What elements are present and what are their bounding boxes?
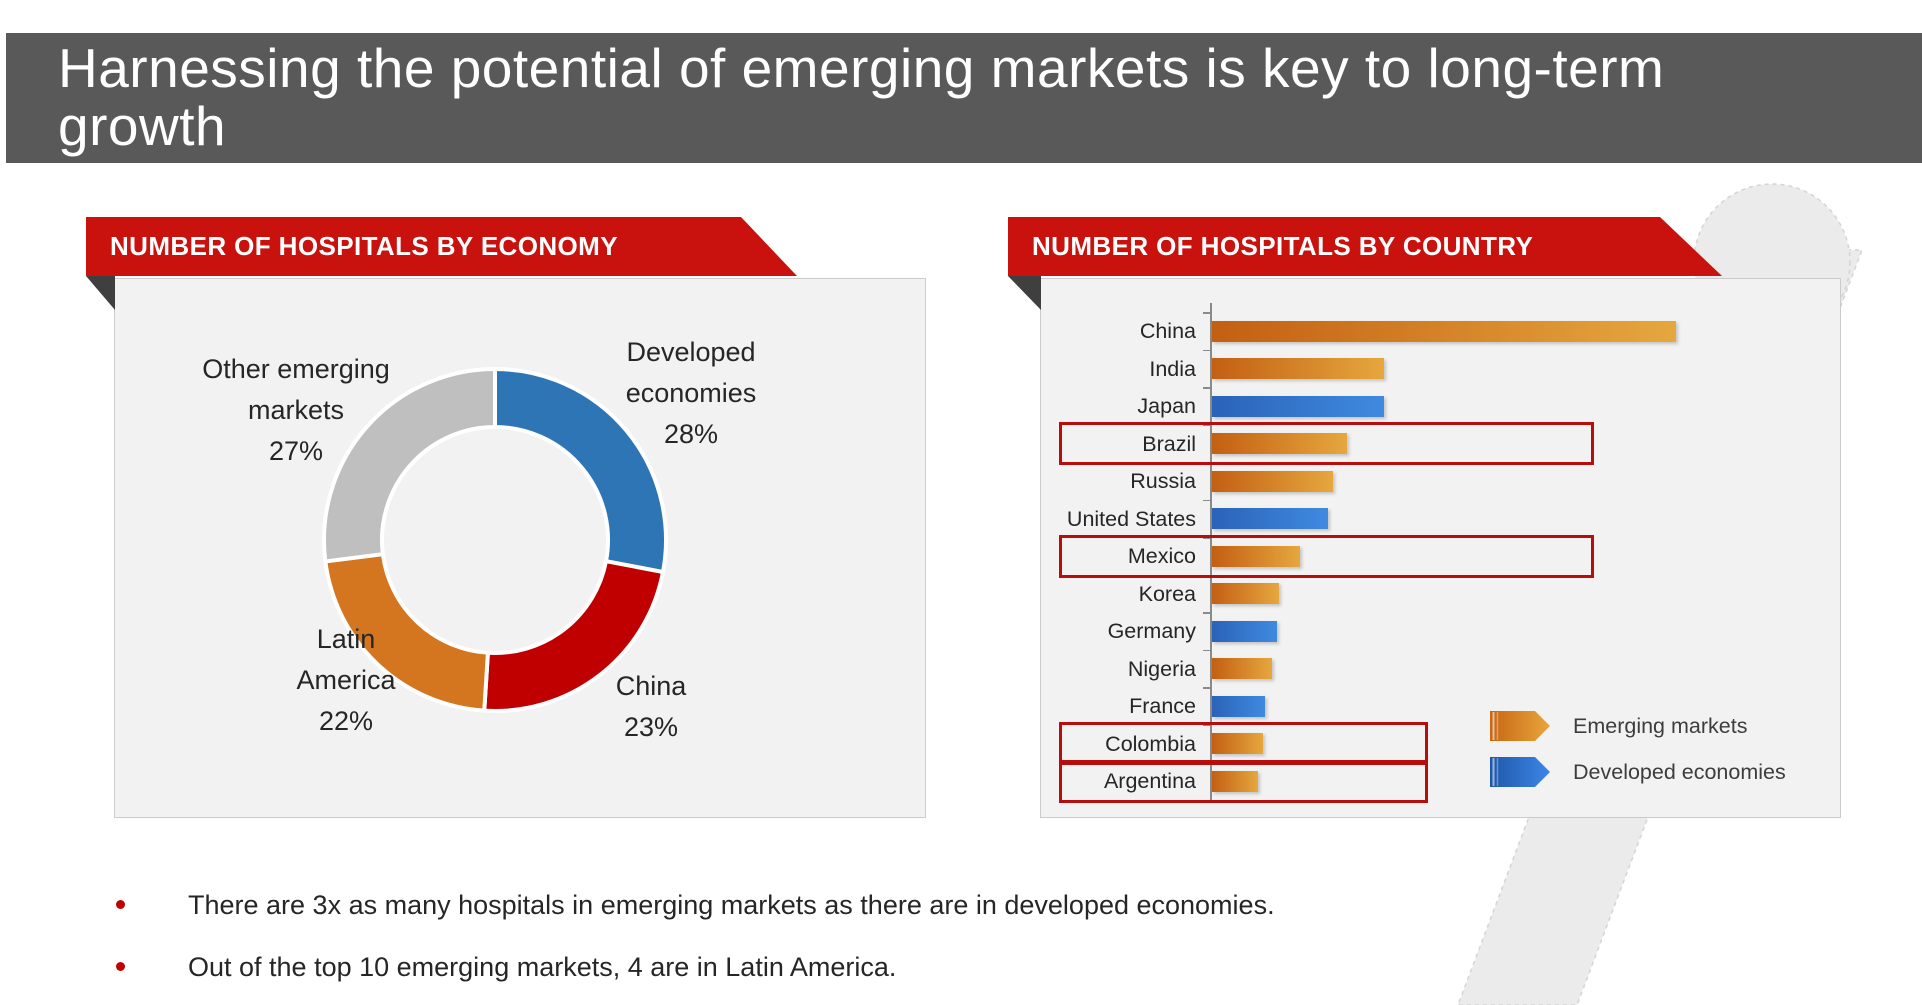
- slide-title-line2: growth: [58, 95, 227, 157]
- axis-tick: [1203, 649, 1210, 652]
- legend-label: Developed economies: [1573, 760, 1786, 784]
- slide-header: Harnessing the potential of emerging mar…: [6, 33, 1922, 163]
- legend-arrow-icon: [1490, 757, 1551, 792]
- axis-tick: [1203, 387, 1210, 389]
- bar-chart: China India Japan Brazil Russia United States…: [1041, 279, 1840, 817]
- country-label: Argentina: [1103, 769, 1196, 793]
- highlight-box-argentina: [1059, 759, 1428, 803]
- country-label: Korea: [1138, 581, 1196, 606]
- slide-title-line1: Harnessing the potential of emerging mar…: [58, 37, 1665, 99]
- donut-label-line: China: [615, 671, 687, 701]
- bar-emerging: [1212, 733, 1263, 754]
- bar-emerging: [1212, 358, 1384, 379]
- country-label: Russia: [1130, 469, 1196, 493]
- country-label: India: [1149, 356, 1196, 381]
- bullet-dot-1: [116, 900, 125, 909]
- donut-label-other-emerging-markets: Other emerging markets 27%: [146, 349, 446, 472]
- bullet-dot-2: [116, 962, 125, 971]
- donut-label-line: economies: [625, 378, 757, 408]
- country-label: Japan: [1137, 394, 1196, 418]
- donut-chart: [322, 367, 668, 713]
- donut-label-line: Other emerging: [202, 354, 390, 384]
- bar-developed: [1212, 508, 1328, 529]
- bar-emerging: [1212, 470, 1333, 492]
- axis-tick: [1203, 424, 1210, 427]
- donut-label-line: 27%: [268, 436, 324, 466]
- bullet-text-1: There are 3x as many hospitals in emergi…: [188, 890, 1275, 920]
- country-label: Mexico: [1127, 544, 1196, 568]
- donut-label-developed-economies: Developed economies 28%: [541, 332, 841, 455]
- bar-emerging: [1212, 320, 1676, 342]
- country-label: Nigeria: [1127, 656, 1196, 681]
- bar-developed: [1212, 395, 1384, 417]
- bar-emerging: [1212, 583, 1279, 604]
- donut-chart-panel: Developed economies 28% China 23% Latin Amer…: [114, 278, 926, 818]
- highlight-box-mexico: [1059, 534, 1594, 578]
- bar-chart-panel: China India Japan Brazil Russia United States…: [1040, 278, 1841, 818]
- left-chart-banner: NUMBER OF HOSPITALS BY ECONOMY: [86, 217, 797, 276]
- bar-emerging: [1212, 658, 1272, 679]
- donut-slice: [493, 367, 668, 575]
- country-label: France: [1129, 694, 1196, 718]
- axis-tick: [1203, 687, 1210, 689]
- axis-tick: [1203, 349, 1210, 352]
- highlight-box-brazil: [1059, 422, 1594, 465]
- donut-label-line: 23%: [623, 712, 679, 742]
- donut-label-line: Developed: [626, 337, 756, 367]
- bar-emerging: [1212, 433, 1347, 454]
- country-label: China: [1139, 319, 1196, 343]
- bar-emerging: [1212, 545, 1300, 567]
- donut-label-latin-america: Latin America 22%: [196, 619, 496, 742]
- bar-axis: [1210, 303, 1212, 800]
- axis-tick: [1203, 724, 1210, 727]
- country-label: Germany: [1107, 619, 1196, 643]
- axis-tick: [1203, 537, 1210, 539]
- donut-label-line: Latin: [316, 624, 376, 654]
- bullet-text-2: Out of the top 10 emerging markets, 4 ar…: [188, 952, 897, 982]
- donut-label-line: 28%: [663, 419, 719, 449]
- donut-label-line: markets: [247, 395, 345, 425]
- bar-developed: [1212, 695, 1265, 717]
- donut-label-china: China 23%: [501, 666, 801, 748]
- axis-tick: [1203, 499, 1210, 502]
- country-label: United States: [1066, 506, 1196, 531]
- country-label: Colombia: [1105, 731, 1196, 756]
- country-label: Brazil: [1142, 431, 1196, 456]
- bar-emerging: [1212, 770, 1258, 792]
- donut-slice: [322, 367, 497, 564]
- legend-label: Emerging markets: [1573, 714, 1748, 738]
- donut-label-line: 22%: [318, 706, 374, 736]
- axis-tick: [1203, 612, 1210, 614]
- right-chart-banner: NUMBER OF HOSPITALS BY COUNTRY: [1008, 217, 1722, 276]
- bar-developed: [1212, 620, 1277, 642]
- highlight-box-colombia: [1059, 722, 1428, 765]
- donut-label-line: America: [296, 665, 396, 695]
- slide-title: Harnessing the potential of emerging mar…: [6, 33, 1922, 155]
- legend-arrow-icon: [1490, 711, 1551, 746]
- axis-tick: [1203, 312, 1210, 314]
